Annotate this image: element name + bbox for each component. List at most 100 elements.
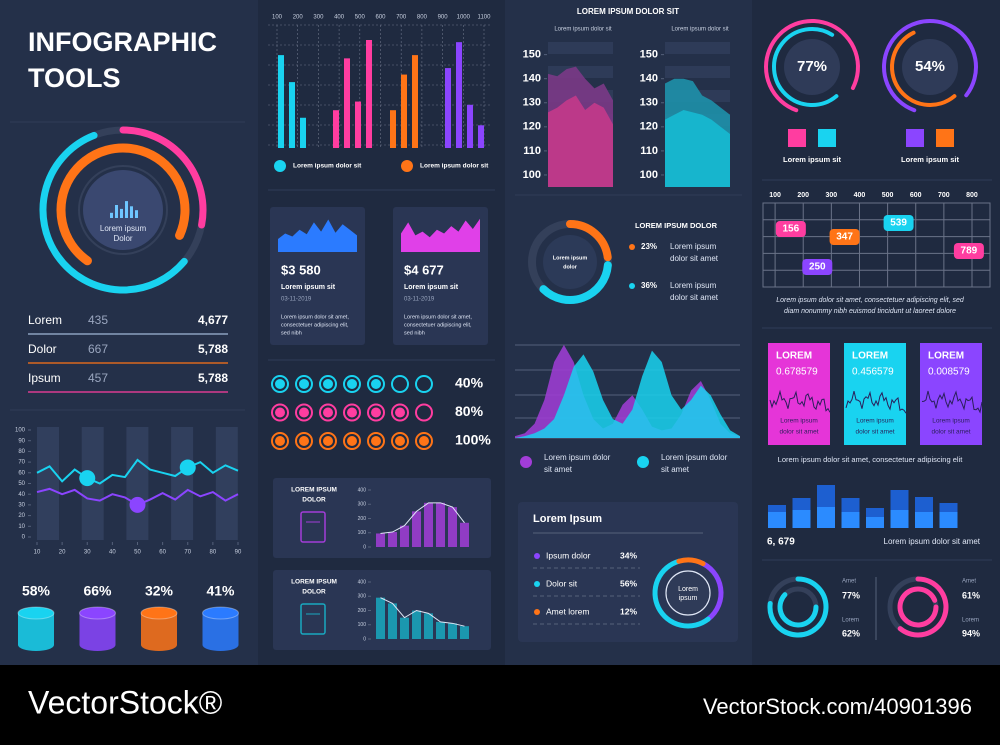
area <box>278 219 357 252</box>
card-value: 0.456579 <box>852 367 894 378</box>
cylinder-label: 66% <box>83 583 112 599</box>
y-tick-label: 10 <box>18 524 25 530</box>
cylinder-label: 58% <box>22 583 51 599</box>
dot-fill <box>395 436 405 446</box>
card-text: sed nibh <box>404 330 425 336</box>
arc <box>890 30 957 107</box>
y-tick-label: 300 <box>358 502 367 508</box>
x-tick-label: 40 <box>109 550 116 556</box>
legend-square <box>936 129 954 147</box>
x-tick-label: 200 <box>797 192 809 199</box>
arc <box>39 131 188 294</box>
y-tick-label: 70 <box>18 460 25 466</box>
bar <box>388 532 397 547</box>
dot-fill <box>347 379 357 389</box>
area <box>515 350 740 438</box>
card-text: dolor sit amet <box>855 429 894 436</box>
y-tick-label: 0 <box>363 544 366 550</box>
arc <box>897 576 949 638</box>
icon-bar <box>125 201 128 218</box>
dot-fill <box>395 407 405 418</box>
tag-label: 347 <box>836 232 853 243</box>
bar <box>278 55 284 149</box>
bar <box>400 617 409 639</box>
x-tick-label: 400 <box>854 192 866 199</box>
bar <box>333 110 339 148</box>
stripe <box>37 427 59 540</box>
cylinder <box>141 613 177 651</box>
dot-row-label: 80% <box>455 403 484 419</box>
highlight-point <box>79 470 96 487</box>
y-tick-label: 50 <box>18 481 25 487</box>
y-tick-label: 0 <box>363 636 366 642</box>
dot-outline <box>295 375 313 393</box>
legend-dot <box>637 456 649 468</box>
dot-outline <box>319 432 337 450</box>
card-value: 0.008579 <box>928 367 970 378</box>
x-tick-label: 900 <box>438 15 449 21</box>
bar <box>289 82 295 148</box>
y-tick-label: 100 <box>358 530 367 536</box>
row-name: Dolor <box>28 342 57 356</box>
card-value: 0.678579 <box>776 367 818 378</box>
stripe <box>171 427 194 540</box>
label: Lorem ipsum dolor sit amet <box>884 537 981 546</box>
card-title: DOLOR <box>302 497 326 504</box>
card <box>920 343 982 445</box>
tag-label: 539 <box>890 218 907 229</box>
grid-frame <box>762 202 991 288</box>
icon-bar <box>135 210 138 218</box>
ring-item-name: Lorem <box>842 618 859 624</box>
legend-square <box>788 129 806 147</box>
card-text: sed nibh <box>281 330 302 336</box>
title: INFOGRAPHIC <box>28 27 217 57</box>
legend-dot <box>401 160 413 172</box>
chart-label: Lorem ipsum dolor sit <box>554 27 612 33</box>
paragraph: Lorem ipsum dolor sit amet, consectetuer… <box>776 297 965 304</box>
row-name: Ipsum <box>28 371 61 385</box>
arc <box>897 586 939 628</box>
bar <box>436 502 445 547</box>
bar <box>366 40 372 148</box>
bar <box>866 517 884 528</box>
x-tick-label: 60 <box>159 550 166 556</box>
y-tick-label: 110 <box>523 145 541 157</box>
percent-label: 12% <box>620 606 637 616</box>
y-tick-label: 150 <box>640 49 658 61</box>
y-tick-label: 300 <box>358 594 367 600</box>
card-text: consectetuer adipiscing elit, <box>281 322 349 328</box>
y-tick-label: 400 <box>358 487 367 493</box>
y-tick-label: 110 <box>640 145 658 157</box>
stripe <box>215 427 238 540</box>
row-total: 5,788 <box>198 371 228 385</box>
y-tick-label: 100 <box>523 169 541 181</box>
label: Lorem <box>678 586 698 593</box>
dot-row-label: 40% <box>455 375 484 391</box>
dot-fill <box>275 407 285 418</box>
item-name: Dolor sit <box>546 578 578 588</box>
legend-square <box>906 129 924 147</box>
center-disc <box>543 235 597 289</box>
ring-item-label: 62% <box>842 628 860 638</box>
dot-outline <box>415 403 433 422</box>
label: Dolor <box>113 234 132 243</box>
area <box>548 95 613 187</box>
row-value: 435 <box>88 313 108 327</box>
arc <box>767 576 829 638</box>
item-name: Ipsum dolor <box>546 550 591 560</box>
dot-outline <box>343 403 361 422</box>
legend-dot <box>520 456 532 468</box>
dot-outline <box>319 403 337 422</box>
dot-fill <box>299 407 309 418</box>
card-title: DOLOR <box>302 589 326 596</box>
dot-fill <box>275 436 285 446</box>
bar <box>355 101 361 148</box>
area <box>401 218 480 252</box>
arc <box>696 559 724 622</box>
dot-fill <box>323 407 333 418</box>
legend-text: dolor sit amet <box>670 254 719 263</box>
dot-fill <box>299 436 309 446</box>
percent-label: 36% <box>641 281 657 290</box>
bar <box>412 610 421 639</box>
